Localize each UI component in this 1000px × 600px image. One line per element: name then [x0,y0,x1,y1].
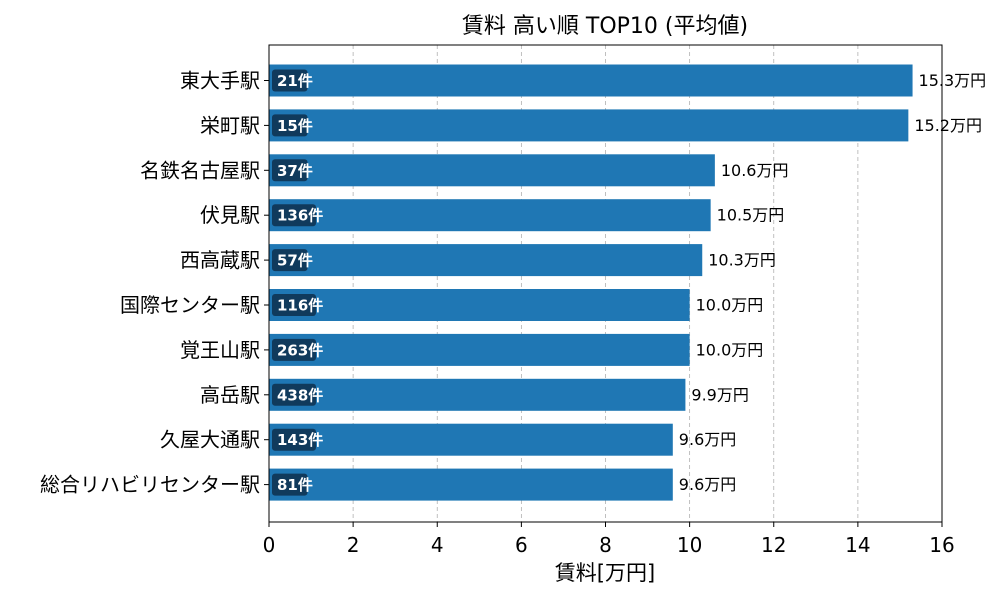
bar [269,154,715,187]
count-badge [272,114,308,137]
count-badge [272,159,308,182]
bar [269,64,913,97]
count-label: 136件 [277,207,323,225]
value-label: 10.6万円 [721,161,789,180]
y-tick-label: 久屋大通駅 [160,428,260,452]
y-tick-label: 総合リハビリセンター駅 [40,473,260,497]
x-tick-label: 0 [263,533,276,557]
bar [269,244,703,277]
y-tick-label: 東大手駅 [180,69,260,93]
value-label: 10.0万円 [696,296,764,315]
y-tick-label: 伏見駅 [200,203,260,227]
y-tick-label: 名鉄名古屋駅 [140,158,260,182]
count-badge [272,249,308,272]
count-badge [272,204,316,227]
chart-title: 賃料 高い順 TOP10 (平均値) [462,14,748,39]
count-label: 15件 [277,117,313,135]
count-badge [272,473,308,496]
y-tick-label: 覚王山駅 [180,338,260,362]
x-tick-label: 10 [677,533,702,557]
value-label: 9.9万円 [691,385,748,404]
bar [269,199,711,232]
count-label: 116件 [277,297,323,315]
x-tick-label: 6 [515,533,528,557]
bar [269,289,690,321]
bar [269,333,690,366]
x-tick-label: 14 [845,533,870,557]
bars-group: 21件 15.3万円 15件 15.2万円 37件 10.6万円 136件 10.5万円 57件… [269,64,987,501]
count-label: 21件 [277,72,313,90]
x-axis-ticks: 0 2 4 6 8 10 12 14 16 [263,522,955,557]
y-tick-label: 栄町駅 [200,113,260,137]
y-axis-ticks: 東大手駅栄町駅名鉄名古屋駅伏見駅西高蔵駅国際センター駅覚王山駅高岳駅久屋大通駅総… [40,69,269,497]
y-tick-label: 高岳駅 [200,383,260,407]
value-label: 10.3万円 [708,251,776,270]
value-label: 15.3万円 [919,71,987,90]
y-tick-label: 西高蔵駅 [180,248,260,272]
x-tick-label: 4 [431,533,444,557]
count-badge [272,294,316,316]
count-label: 143件 [277,431,323,449]
count-badge [272,428,316,451]
count-label: 263件 [277,341,323,359]
x-tick-label: 16 [929,533,954,557]
bar [269,109,909,142]
value-label: 9.6万円 [679,430,736,449]
bar [269,378,686,411]
x-axis-label: 賃料[万円] [555,561,655,585]
count-badge [272,383,316,406]
x-tick-label: 8 [599,533,612,557]
value-label: 10.0万円 [696,340,764,359]
bar [269,468,673,501]
count-badge [272,69,308,92]
value-label: 10.5万円 [717,206,785,225]
count-badge [272,338,316,361]
count-label: 438件 [277,386,323,404]
count-label: 81件 [277,476,313,494]
bar [269,423,673,456]
x-tick-label: 12 [761,533,786,557]
y-tick-label: 国際センター駅 [120,293,260,317]
count-label: 57件 [277,252,313,270]
value-label: 9.6万円 [679,475,736,494]
count-label: 37件 [277,162,313,180]
x-tick-label: 2 [347,533,360,557]
value-label: 15.2万円 [914,116,982,135]
